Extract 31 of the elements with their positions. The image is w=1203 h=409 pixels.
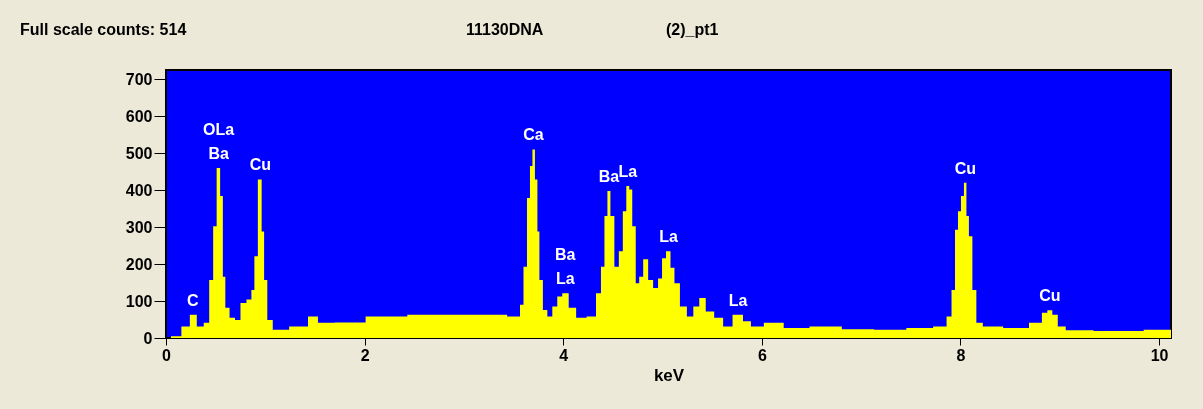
y-tick-label: 600 [125,107,153,125]
annotation: La [618,163,638,181]
annotation: La [659,228,678,246]
y-tick-label: 500 [125,144,153,162]
annotation: Ba [208,144,229,162]
text: 11130DNA [466,21,544,38]
annotation: Cu [1039,287,1061,305]
annotation: OLa [203,120,235,138]
y-tick-label: 300 [125,218,153,236]
x-tick-label: 4 [559,346,569,364]
annotation: Ca [523,126,544,144]
x-axis-title: keV [653,365,685,385]
x-tick-label: 6 [757,346,767,364]
annotation: Ba [554,246,576,264]
y-tick-label: 400 [125,181,153,199]
y-tick-label: 0 [143,329,153,347]
annotation: Cu [249,156,272,174]
text: (2)_pt1 [666,21,719,38]
annotation: Ba [598,167,620,185]
y-tick-label: 200 [125,255,153,273]
x-tick-label: 2 [360,346,370,364]
y-tick-label: 100 [125,292,153,310]
y-tick-label: 700 [125,70,153,88]
annotation: Cu [954,159,977,177]
chart-title: Full scale counts: 514 [20,21,187,38]
annotation: La [728,291,748,309]
x-tick-label: 10 [1150,346,1169,364]
x-tick-label: 0 [162,346,172,364]
annotation: La [555,270,575,288]
x-tick-label: 8 [956,346,966,364]
annotation: C [187,291,200,309]
